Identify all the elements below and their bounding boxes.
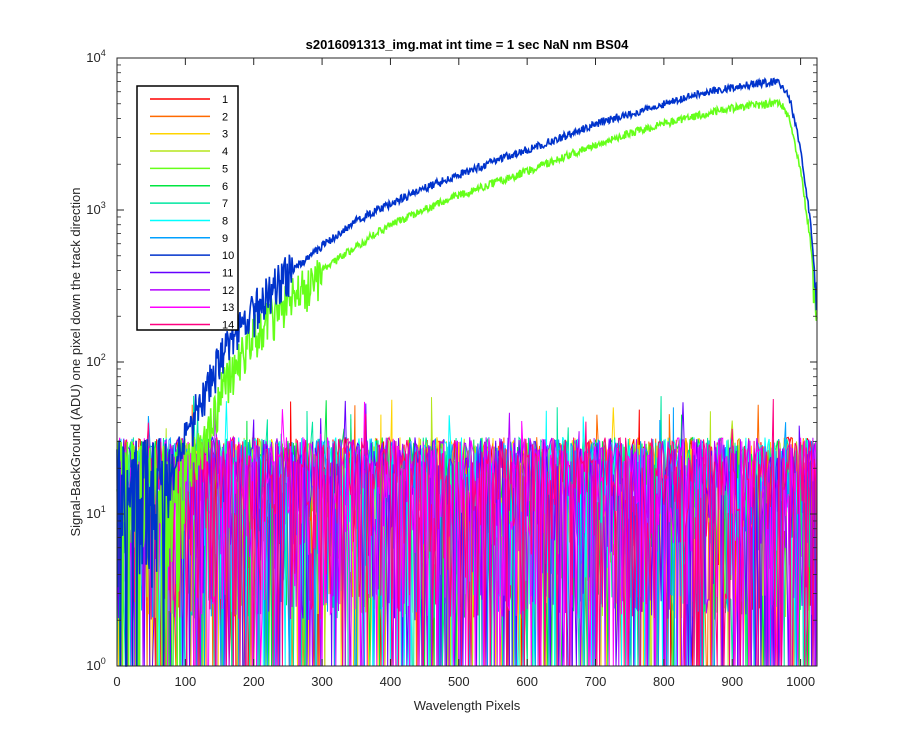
legend-label: 5 [222,163,228,175]
x-tick-label: 100 [175,674,197,689]
y-tick-exponent: 2 [101,352,106,362]
legend-label: 10 [222,250,234,262]
legend-label: 2 [222,111,228,123]
x-tick-label: 1000 [786,674,815,689]
series-line-10 [116,76,818,667]
y-tick-label: 103 [86,200,105,217]
legend-label: 7 [222,198,228,210]
x-axis-title: Wavelength Pixels [414,698,521,713]
x-tick-label: 300 [311,674,333,689]
ticks-layer: 0 100 200 300 400 500 600 700 800 900 100010010110… [86,48,817,689]
legend-label: 1 [222,94,228,106]
legend-label: 11 [222,268,233,280]
y-tick-exponent: 3 [101,200,106,210]
legend-label: 3 [222,129,228,141]
y-tick-base: 10 [86,354,100,369]
chart-title: s2016091313_img.mat int time = 1 sec NaN… [306,37,629,52]
series-line-5 [116,97,818,667]
x-tick-label: 600 [516,674,538,689]
y-tick-base: 10 [86,50,100,65]
y-tick-label: 100 [86,656,105,673]
y-tick-base: 10 [86,506,100,521]
x-tick-label: 700 [585,674,607,689]
series-line-14 [116,398,818,667]
x-tick-label: 400 [380,674,402,689]
y-tick-exponent: 0 [101,656,106,666]
legend-label: 8 [222,215,228,227]
legend-label: 9 [222,233,228,245]
x-tick-label: 500 [448,674,470,689]
y-tick-base: 10 [86,658,100,673]
series-layer [116,76,818,667]
legend-label: 6 [222,181,228,193]
y-tick-label: 101 [86,504,105,521]
x-tick-label: 800 [653,674,675,689]
legend-label: 14 [222,320,234,332]
legend-label: 4 [222,146,228,158]
y-tick-label: 104 [86,48,105,65]
x-tick-label: 900 [721,674,743,689]
legend-label: 12 [222,285,234,297]
legend-label: 13 [222,302,234,314]
y-tick-exponent: 1 [101,504,106,514]
y-tick-exponent: 4 [101,48,106,58]
x-tick-label: 0 [113,674,120,689]
y-axis-title: Signal-BackGround (ADU) one pixel down t… [68,187,83,536]
y-tick-base: 10 [86,202,100,217]
y-tick-label: 102 [86,352,105,369]
x-tick-label: 200 [243,674,265,689]
